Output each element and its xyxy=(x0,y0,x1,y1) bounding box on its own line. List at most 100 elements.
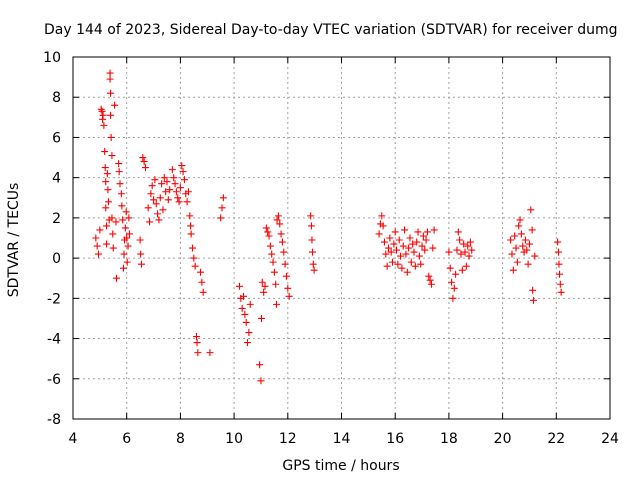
data-point xyxy=(456,236,464,244)
data-point xyxy=(391,228,399,236)
data-point xyxy=(235,282,243,290)
data-points xyxy=(92,69,565,385)
data-point xyxy=(430,226,438,234)
data-point xyxy=(390,240,398,248)
data-point xyxy=(120,250,128,258)
data-point xyxy=(102,204,110,212)
data-point xyxy=(410,248,418,256)
data-point xyxy=(556,280,564,288)
data-point xyxy=(93,242,101,250)
data-point xyxy=(525,240,533,248)
data-point xyxy=(454,228,462,236)
data-point xyxy=(118,202,126,210)
data-point xyxy=(103,222,111,230)
data-point xyxy=(217,214,225,222)
data-point xyxy=(375,230,383,238)
data-point xyxy=(387,248,395,256)
data-point xyxy=(413,238,421,246)
data-point xyxy=(155,216,163,224)
data-point xyxy=(125,214,133,222)
data-point xyxy=(280,248,288,256)
data-point xyxy=(554,238,562,246)
data-point xyxy=(421,246,429,254)
data-point xyxy=(96,226,104,234)
data-point xyxy=(422,236,430,244)
data-point xyxy=(101,148,109,156)
data-point xyxy=(122,208,130,216)
data-point xyxy=(123,258,131,266)
data-point xyxy=(150,196,158,204)
data-point xyxy=(168,166,176,174)
x-tick-label: 24 xyxy=(601,431,619,447)
data-point xyxy=(512,244,520,252)
data-point xyxy=(175,198,183,206)
data-point xyxy=(107,111,115,119)
data-point xyxy=(269,258,277,266)
data-point xyxy=(282,272,290,280)
chart-title: Day 144 of 2023, Sidereal Day-to-day VTE… xyxy=(44,22,618,38)
data-point xyxy=(119,216,127,224)
data-point xyxy=(419,232,427,240)
data-point xyxy=(513,258,521,266)
data-point xyxy=(427,280,435,288)
x-tick-label: 10 xyxy=(225,431,243,447)
data-point xyxy=(507,236,515,244)
data-point xyxy=(104,186,112,194)
x-tick-label: 16 xyxy=(386,431,404,447)
data-point xyxy=(198,278,206,286)
data-point xyxy=(103,240,111,248)
data-point xyxy=(379,222,387,230)
data-point xyxy=(206,349,214,357)
data-point xyxy=(109,230,117,238)
data-point xyxy=(277,230,285,238)
data-point xyxy=(417,260,425,268)
x-tick-label: 8 xyxy=(176,431,185,447)
data-point xyxy=(309,248,317,256)
data-point xyxy=(121,224,129,232)
data-point xyxy=(453,246,461,254)
data-point xyxy=(386,234,394,242)
data-point xyxy=(272,280,280,288)
data-point xyxy=(529,286,537,294)
data-point xyxy=(265,232,273,240)
data-point xyxy=(308,236,316,244)
data-point xyxy=(556,270,564,278)
x-tick-label: 4 xyxy=(69,431,78,447)
data-point xyxy=(258,278,266,286)
data-point xyxy=(397,252,405,260)
data-point xyxy=(262,224,270,232)
data-point xyxy=(242,318,250,326)
data-point xyxy=(457,250,465,258)
data-point xyxy=(139,154,147,162)
data-point xyxy=(257,314,265,322)
data-point xyxy=(141,164,149,172)
data-point xyxy=(176,184,184,192)
y-tick-label: 10 xyxy=(43,50,61,66)
data-point xyxy=(101,164,109,172)
data-point xyxy=(284,284,292,292)
data-point xyxy=(406,234,414,242)
data-point xyxy=(309,260,317,268)
data-point xyxy=(245,329,253,337)
data-point xyxy=(529,296,537,304)
data-point xyxy=(99,111,107,119)
data-point xyxy=(399,242,407,250)
data-point xyxy=(108,214,116,222)
data-point xyxy=(393,246,401,254)
data-point xyxy=(461,248,469,256)
data-point xyxy=(465,252,473,260)
data-point xyxy=(528,226,536,234)
y-tick-label: -8 xyxy=(47,412,61,428)
data-point xyxy=(521,236,529,244)
data-point xyxy=(218,204,226,212)
data-point xyxy=(405,244,413,252)
data-point xyxy=(423,228,431,236)
data-point xyxy=(171,180,179,188)
data-point xyxy=(193,333,201,341)
data-point xyxy=(415,252,423,260)
data-point xyxy=(119,264,127,272)
data-point xyxy=(394,260,402,268)
data-point xyxy=(137,250,145,258)
data-point xyxy=(464,242,472,250)
